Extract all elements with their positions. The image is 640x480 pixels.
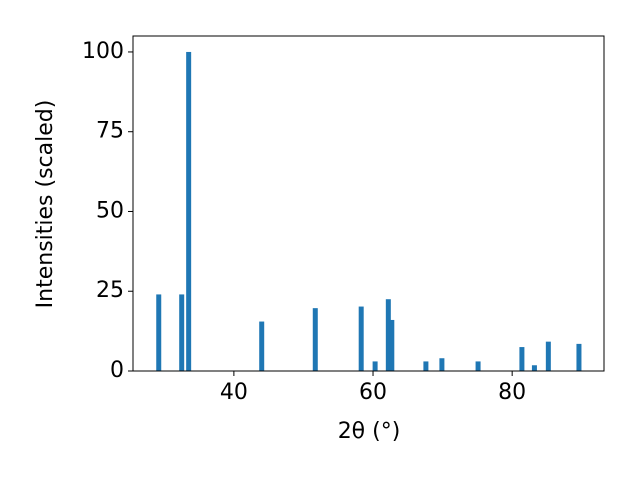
bar [179,294,185,371]
y-tick-label: 0 [110,358,124,383]
bar [385,299,391,371]
bar [372,361,378,371]
plot-frame [132,35,605,372]
bar [259,321,265,371]
bar [519,347,525,371]
bar [389,319,395,371]
x-axis-label: 2θ (°) [338,419,401,444]
bar [156,294,162,371]
bar [545,341,551,371]
y-tick-label: 75 [96,119,124,144]
bar [358,306,364,371]
y-tick-label: 50 [96,198,124,223]
bar [531,365,537,371]
bar [186,51,192,371]
bar [312,308,318,371]
y-axis-label: Intensities (scaled) [33,100,58,309]
bar [576,343,582,371]
bar [475,361,481,371]
x-tick-label: 80 [498,380,526,405]
y-tick-label: 25 [96,278,124,303]
y-tick-label: 100 [82,39,124,64]
bar [439,358,445,371]
x-tick-label: 60 [359,380,387,405]
bar [423,361,429,371]
x-tick-label: 40 [220,380,248,405]
